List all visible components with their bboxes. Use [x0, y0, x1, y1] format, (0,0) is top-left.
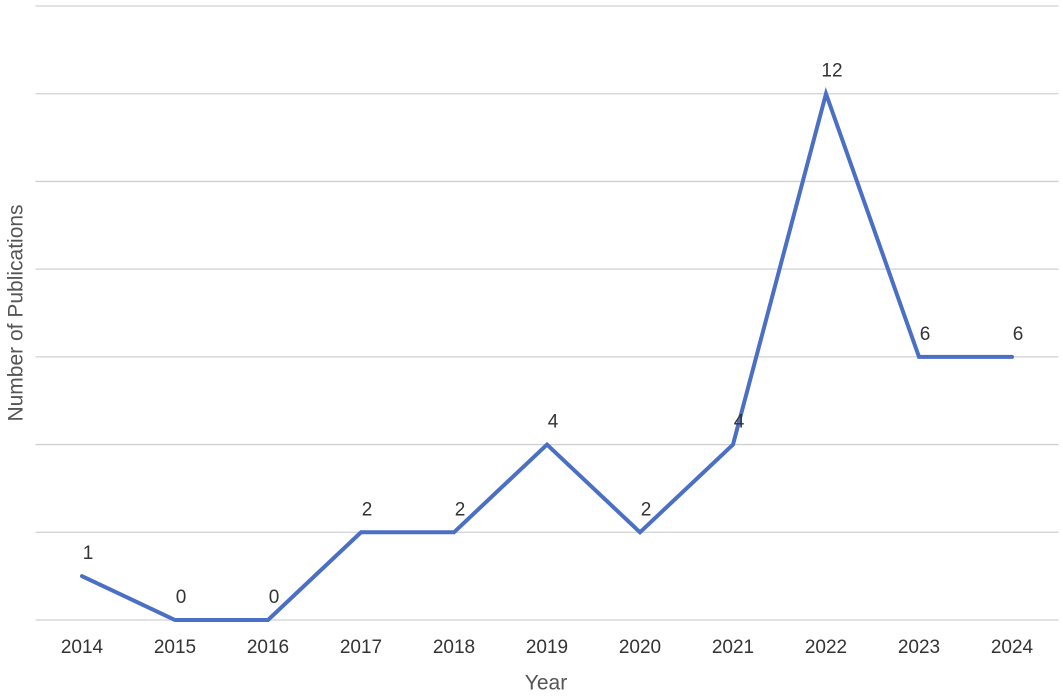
data-label: 0 — [176, 587, 187, 608]
y-axis-title: Number of Publications — [5, 204, 28, 421]
data-label: 2 — [455, 499, 466, 520]
x-tick-label: 2018 — [433, 637, 475, 658]
x-tick-label: 2017 — [340, 637, 382, 658]
x-tick-label: 2019 — [526, 637, 568, 658]
data-label: 4 — [734, 412, 745, 433]
data-label: 12 — [821, 61, 842, 82]
x-tick-label: 2023 — [898, 637, 940, 658]
x-tick-label: 2022 — [805, 637, 847, 658]
x-tick-label: 2021 — [712, 637, 754, 658]
x-tick-label: 2015 — [154, 637, 196, 658]
x-tick-label: 2020 — [619, 637, 661, 658]
data-label: 0 — [269, 587, 280, 608]
data-label: 2 — [641, 499, 652, 520]
x-axis-title: Year — [525, 672, 567, 695]
x-tick-label: 2014 — [61, 637, 104, 658]
data-label: 6 — [1013, 324, 1024, 345]
data-label: 2 — [362, 499, 373, 520]
x-tick-label: 2016 — [247, 637, 289, 658]
data-line — [80, 86, 1014, 622]
data-label: 1 — [83, 543, 94, 564]
data-label: 4 — [548, 412, 559, 433]
x-tick-label: 2024 — [991, 637, 1034, 658]
data-label: 6 — [920, 324, 931, 345]
